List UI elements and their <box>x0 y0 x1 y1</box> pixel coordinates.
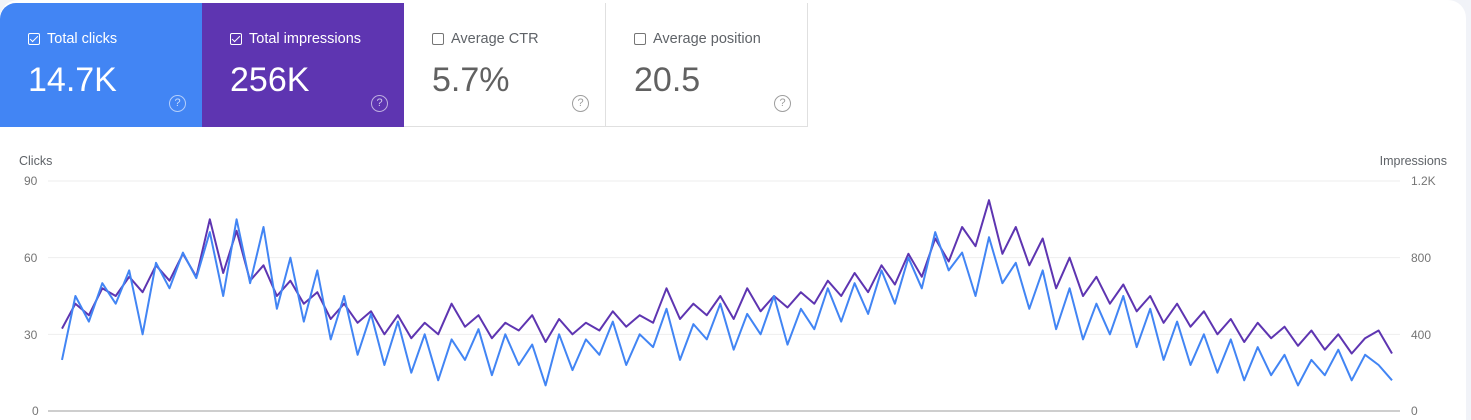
series-line-impressions <box>61 199 1393 355</box>
help-icon[interactable]: ? <box>774 95 791 112</box>
metric-label: Average CTR <box>451 31 539 47</box>
left-axis-title: Clicks <box>19 154 53 168</box>
metric-card-average-ctr[interactable]: Average CTR 5.7% ? <box>404 3 606 127</box>
metric-value: 5.7% <box>432 61 510 99</box>
right-tick: 400 <box>1411 328 1432 342</box>
metric-card-average-position[interactable]: Average position 20.5 ? <box>606 3 808 127</box>
checkbox-checked-icon[interactable] <box>28 33 40 45</box>
checkbox-unchecked-icon[interactable] <box>432 33 444 45</box>
checkbox-checked-icon[interactable] <box>230 33 242 45</box>
right-axis-title: Impressions <box>1379 154 1447 168</box>
left-tick: 60 <box>24 251 38 265</box>
metric-cards: Total clicks 14.7K ? Total impressions 2… <box>0 3 808 127</box>
metric-label: Total clicks <box>47 31 118 47</box>
metric-value: 14.7K <box>28 61 117 99</box>
metric-label: Total impressions <box>249 31 362 47</box>
checkbox-unchecked-icon[interactable] <box>634 33 646 45</box>
left-tick: 90 <box>24 174 38 188</box>
metric-label: Average position <box>653 31 761 47</box>
right-tick: 1.2K <box>1411 174 1436 188</box>
left-tick: 0 <box>32 404 39 418</box>
metric-value: 20.5 <box>634 61 701 99</box>
left-tick: 30 <box>24 328 38 342</box>
series-line-clicks <box>61 218 1393 387</box>
right-tick: 800 <box>1411 251 1432 265</box>
help-icon[interactable]: ? <box>572 95 589 112</box>
right-tick: 0 <box>1411 404 1418 418</box>
metric-value: 256K <box>230 61 310 99</box>
help-icon[interactable]: ? <box>169 95 186 112</box>
metric-card-total-impressions[interactable]: Total impressions 256K ? <box>202 3 404 127</box>
metric-card-total-clicks[interactable]: Total clicks 14.7K ? <box>0 3 202 127</box>
help-icon[interactable]: ? <box>371 95 388 112</box>
